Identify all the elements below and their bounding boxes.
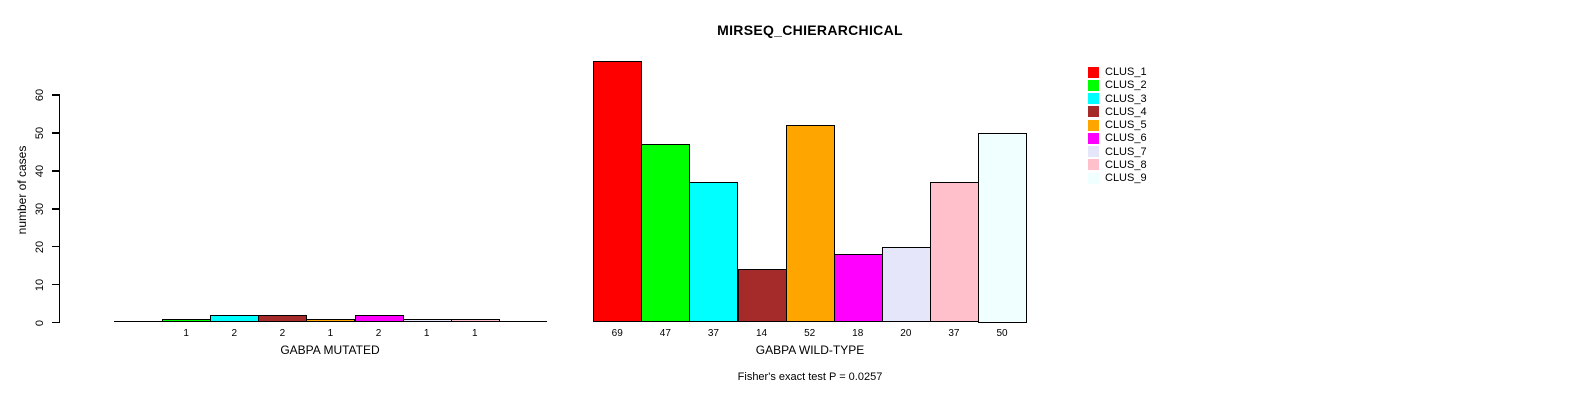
legend-label: CLUS_4 [1105,105,1147,118]
bar-CLUS_2-mutated [162,318,212,323]
legend-swatch-icon [1088,93,1099,104]
bar-CLUS_3-wild-type [689,182,739,323]
legend-swatch-icon [1088,172,1099,184]
fisher-test-annotation: Fisher's exact test P = 0.0257 [737,371,883,383]
y-tick-label: 0 [34,319,46,326]
bar-value-label: 1 [471,327,478,339]
y-tick-label: 40 [34,164,46,178]
bar-CLUS_1-wild-type [593,60,643,323]
y-tick-mark [52,321,60,324]
bar-CLUS_9-wild-type [978,133,1028,323]
bar-CLUS_5-wild-type [785,125,835,323]
bar-value-label: 37 [707,327,719,339]
bar-CLUS_3-mutated [210,314,260,323]
bar-value-label: 20 [900,327,912,339]
bar-CLUS_6-mutated [354,314,404,323]
legend-swatch-icon [1088,79,1099,91]
y-tick-label: 50 [34,126,46,140]
legend-item-clus_5: CLUS_5 [1088,119,1147,132]
legend-item-clus_7: CLUS_7 [1088,145,1147,158]
bar-value-label: 1 [183,327,189,339]
legend-label: CLUS_9 [1105,172,1147,184]
legend-label: CLUS_2 [1105,79,1147,92]
y-tick-label: 60 [34,88,46,102]
legend-item-clus_6: CLUS_6 [1088,132,1147,145]
bar-CLUS_4-mutated [258,314,308,323]
y-tick-label: 10 [34,278,46,291]
legend-item-clus_4: CLUS_4 [1088,105,1147,118]
legend-swatch-icon [1088,132,1099,144]
bar-value-label: 47 [659,327,671,339]
chart-title: MIRSEQ_CHIERARCHICAL [717,22,903,38]
legend-swatch-icon [1088,66,1099,78]
legend-label: CLUS_3 [1105,92,1147,105]
y-tick-mark [52,245,60,248]
bar-value-label: 18 [852,327,864,339]
bar-CLUS_4-wild-type [737,269,787,323]
y-tick-mark [52,170,60,172]
bar-CLUS_7-wild-type [881,246,931,323]
bar-CLUS_2-wild-type [641,144,691,323]
y-tick-label: 20 [34,240,46,253]
x-axis-label-gabpa-wild-type: GABPA WILD-TYPE [755,343,865,357]
bar-value-label: 1 [423,327,430,339]
bar-CLUS_8-wild-type [929,182,979,323]
legend-label: CLUS_1 [1105,66,1147,78]
bar-value-label: 1 [327,327,334,339]
y-tick-mark [52,94,60,96]
legend-label: CLUS_8 [1105,158,1147,171]
bar-value-label: 50 [996,327,1008,339]
legend-label: CLUS_6 [1105,132,1147,145]
y-tick-mark [52,208,60,210]
legend-swatch-icon [1088,119,1099,131]
y-tick-mark [52,283,60,286]
bar-value-label: 37 [948,327,960,339]
bar-value-label: 2 [231,327,238,339]
bar-value-label: 14 [755,327,768,339]
bar-value-label: 2 [375,327,382,339]
y-tick-mark [52,132,60,134]
bar-CLUS_5-mutated [306,318,356,323]
bar-value-label: 2 [279,327,286,339]
legend-item-clus_3: CLUS_3 [1088,92,1147,105]
legend-item-clus_1: CLUS_1 [1088,66,1147,79]
legend-label: CLUS_5 [1105,119,1147,131]
y-tick-label: 30 [34,202,46,215]
legend-item-clus_2: CLUS_2 [1088,79,1147,92]
bar-CLUS_7-mutated [402,318,452,323]
legend-item-clus_8: CLUS_8 [1088,158,1147,171]
bar-CLUS_6-wild-type [833,254,883,323]
y-axis-title: number of cases [15,145,29,235]
bar-CLUS_8-mutated [450,318,500,323]
legend-swatch-icon [1088,106,1099,118]
legend-item-clus_9: CLUS_9 [1088,172,1147,185]
legend-swatch-icon [1088,146,1099,157]
bar-value-label: 69 [611,327,623,339]
legend-label: CLUS_7 [1105,145,1147,158]
bar-value-label: 52 [804,327,816,339]
legend-swatch-icon [1088,159,1099,171]
x-axis-label-gabpa-mutated: GABPA MUTATED [280,343,380,357]
